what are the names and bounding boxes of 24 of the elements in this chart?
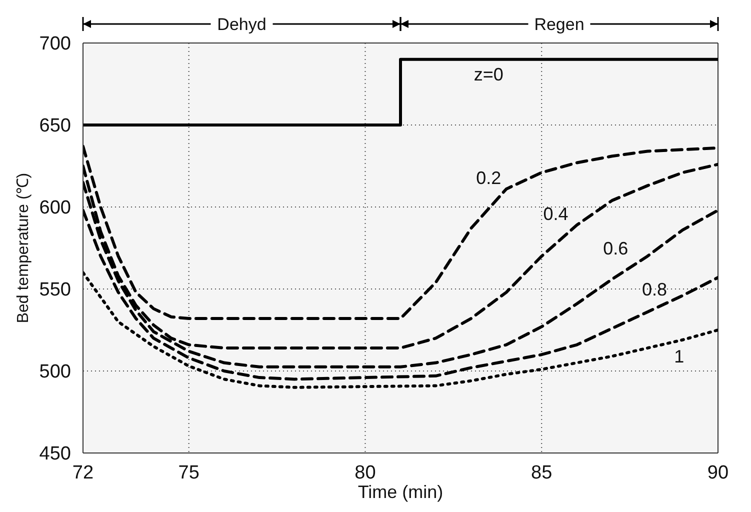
y-tick-label: 650	[39, 116, 71, 137]
series-label: 0.2	[476, 168, 502, 188]
y-tick-label: 550	[39, 280, 71, 301]
line-series	[83, 271, 718, 389]
x-tick-label: 75	[178, 462, 200, 484]
series-label: 0.6	[603, 238, 628, 258]
line-series	[83, 208, 718, 381]
series-label: z=0	[474, 64, 504, 85]
line-series	[83, 144, 718, 320]
y-axis-title: Bed temperature (℃)	[15, 172, 32, 324]
band-label: Regen	[534, 15, 584, 34]
x-tick-label: 90	[707, 462, 729, 484]
series-label: 0.4	[543, 204, 568, 224]
x-tick-label: 85	[531, 462, 552, 484]
y-tick-label: 700	[39, 34, 71, 55]
x-tick-label: 80	[354, 462, 376, 484]
y-tick-label: 600	[39, 198, 71, 219]
band-label: Dehyd	[217, 15, 266, 34]
x-tick-label: 72	[72, 462, 94, 484]
y-tick-label: 500	[39, 362, 71, 383]
series-label: 0.8	[642, 279, 668, 300]
series-label: 1	[674, 346, 684, 367]
y-tick-label: 450	[39, 444, 71, 465]
x-axis-title: Time (min)	[358, 482, 444, 502]
